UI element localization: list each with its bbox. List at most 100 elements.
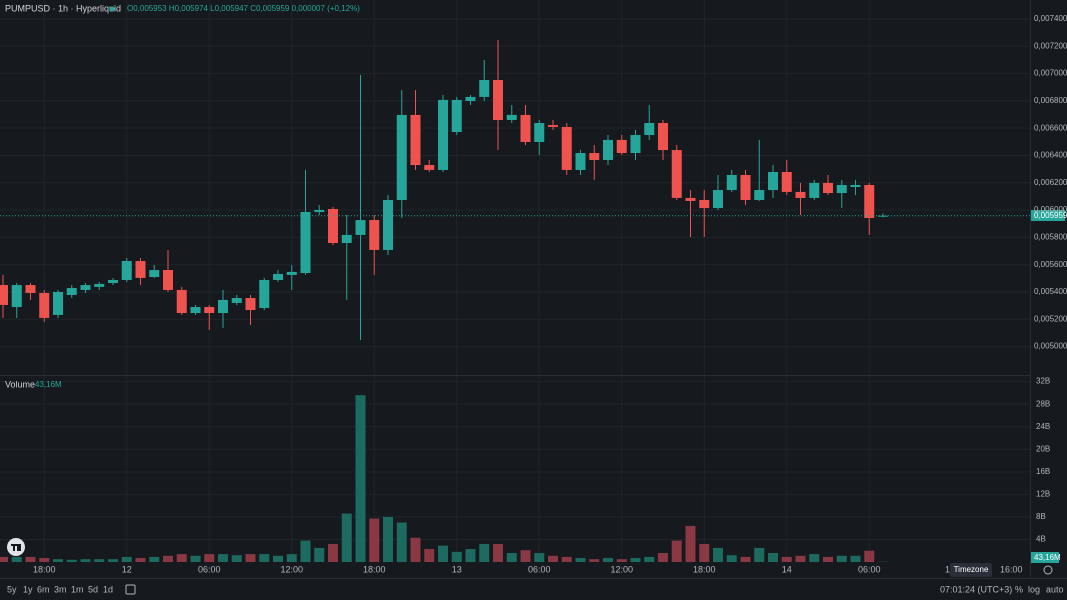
candle-body bbox=[369, 220, 380, 250]
candle-body bbox=[534, 122, 545, 142]
volume-bar bbox=[438, 545, 448, 562]
range-button[interactable]: 1m bbox=[71, 584, 84, 594]
candle-body bbox=[314, 209, 325, 213]
scale-button[interactable]: % bbox=[1015, 584, 1023, 594]
volume-bar bbox=[39, 558, 50, 562]
candle-body bbox=[850, 184, 861, 188]
volume-bar bbox=[685, 525, 696, 562]
candle-body bbox=[341, 234, 352, 243]
volume-bar bbox=[658, 552, 668, 562]
candle-body bbox=[754, 190, 765, 200]
candle-body bbox=[163, 270, 173, 290]
range-button[interactable]: 1d bbox=[103, 584, 113, 594]
volume-bar bbox=[259, 554, 270, 562]
volume-bar bbox=[149, 556, 160, 562]
range-button[interactable]: 1y bbox=[23, 584, 33, 594]
candle-body bbox=[685, 197, 696, 201]
y-tick-label: 0,007200 bbox=[1034, 41, 1067, 50]
y2-tick-label: 16B bbox=[1036, 467, 1050, 476]
volume-bar bbox=[616, 559, 627, 562]
candle-body bbox=[286, 271, 297, 275]
volume-title: Volume bbox=[5, 379, 35, 389]
candle-body bbox=[561, 126, 572, 170]
y2-tick-label: 32B bbox=[1036, 377, 1050, 386]
volume-bar bbox=[341, 513, 352, 562]
candle-body bbox=[864, 184, 875, 219]
volume-bar bbox=[25, 556, 36, 562]
candle-body bbox=[218, 299, 228, 314]
y-tick-label: 0,005400 bbox=[1034, 287, 1067, 296]
range-button[interactable]: 3m bbox=[54, 584, 67, 594]
candle-body bbox=[396, 114, 407, 200]
candle-body bbox=[245, 298, 256, 311]
candle-body bbox=[204, 307, 215, 314]
settings-icon[interactable] bbox=[1043, 565, 1053, 575]
volume-bar bbox=[396, 522, 407, 562]
y-tick-label: 0,006200 bbox=[1034, 178, 1067, 187]
calendar-icon[interactable] bbox=[125, 584, 136, 595]
volume-bar bbox=[369, 518, 380, 562]
volume-bar bbox=[11, 556, 22, 562]
volume-bar bbox=[176, 554, 187, 562]
volume-bar bbox=[190, 555, 201, 562]
volume-bar bbox=[754, 547, 765, 562]
volume-bar bbox=[218, 554, 228, 562]
scale-button[interactable]: log bbox=[1028, 584, 1040, 594]
volume-bar bbox=[603, 558, 613, 562]
volume-bar bbox=[0, 556, 8, 562]
candle-body bbox=[135, 261, 146, 278]
volume-bar bbox=[823, 556, 833, 562]
volume-bar bbox=[864, 550, 875, 562]
scale-button[interactable]: auto bbox=[1046, 584, 1064, 594]
volume-bar bbox=[66, 559, 77, 562]
volume-badge-label: 43,16M bbox=[1034, 553, 1061, 562]
candle-body bbox=[231, 298, 242, 303]
volume-bar bbox=[94, 559, 105, 562]
volume-bar bbox=[135, 558, 146, 562]
range-button[interactable]: 6m bbox=[37, 584, 50, 594]
candle-body bbox=[438, 99, 448, 170]
volume-bar bbox=[699, 543, 710, 562]
volume-bar bbox=[850, 555, 861, 562]
candle-body bbox=[768, 172, 778, 191]
price-label: 0,005959 bbox=[1034, 211, 1067, 220]
candle-body bbox=[410, 114, 421, 166]
volume-bar bbox=[231, 555, 242, 562]
volume-bar bbox=[713, 547, 723, 562]
volume-bar bbox=[204, 554, 215, 562]
volume-bar bbox=[328, 543, 338, 562]
y-tick-label: 0,005200 bbox=[1034, 314, 1067, 323]
range-button[interactable]: 5y bbox=[7, 584, 17, 594]
volume-bar bbox=[726, 555, 737, 562]
candle-body bbox=[424, 165, 435, 170]
x-tick-label: 14 bbox=[782, 564, 792, 574]
volume-bar bbox=[795, 555, 806, 562]
candle-body bbox=[726, 175, 737, 191]
volume-bar bbox=[520, 550, 531, 562]
candle-body bbox=[0, 285, 8, 305]
range-button[interactable]: 5d bbox=[88, 584, 98, 594]
candle-body bbox=[493, 79, 503, 120]
candle-body bbox=[781, 172, 792, 192]
candle-body bbox=[149, 270, 160, 277]
ohlc: O0,005953 H0,005974 L0,005947 C0,005959 … bbox=[127, 4, 360, 13]
y-tick-label: 0,007400 bbox=[1034, 14, 1067, 23]
y-tick-label: 0,007000 bbox=[1034, 69, 1067, 78]
candle-body bbox=[658, 122, 668, 151]
volume-bar bbox=[286, 554, 297, 562]
x-tick-label: 12:00 bbox=[280, 564, 303, 574]
candle-body bbox=[644, 122, 655, 136]
candle-body bbox=[465, 96, 476, 102]
volume-bar bbox=[424, 549, 435, 562]
volume-bar bbox=[740, 556, 751, 562]
candle-body bbox=[451, 99, 462, 133]
candle-body bbox=[328, 209, 338, 243]
volume-bar bbox=[273, 555, 283, 562]
volume-bar bbox=[575, 558, 586, 562]
volume-bar bbox=[163, 555, 173, 562]
x-tick-label: 12:00 bbox=[610, 564, 633, 574]
y-tick-label: 0,005800 bbox=[1034, 233, 1067, 242]
volume-badge bbox=[1031, 552, 1059, 563]
volume-bar bbox=[80, 559, 91, 562]
